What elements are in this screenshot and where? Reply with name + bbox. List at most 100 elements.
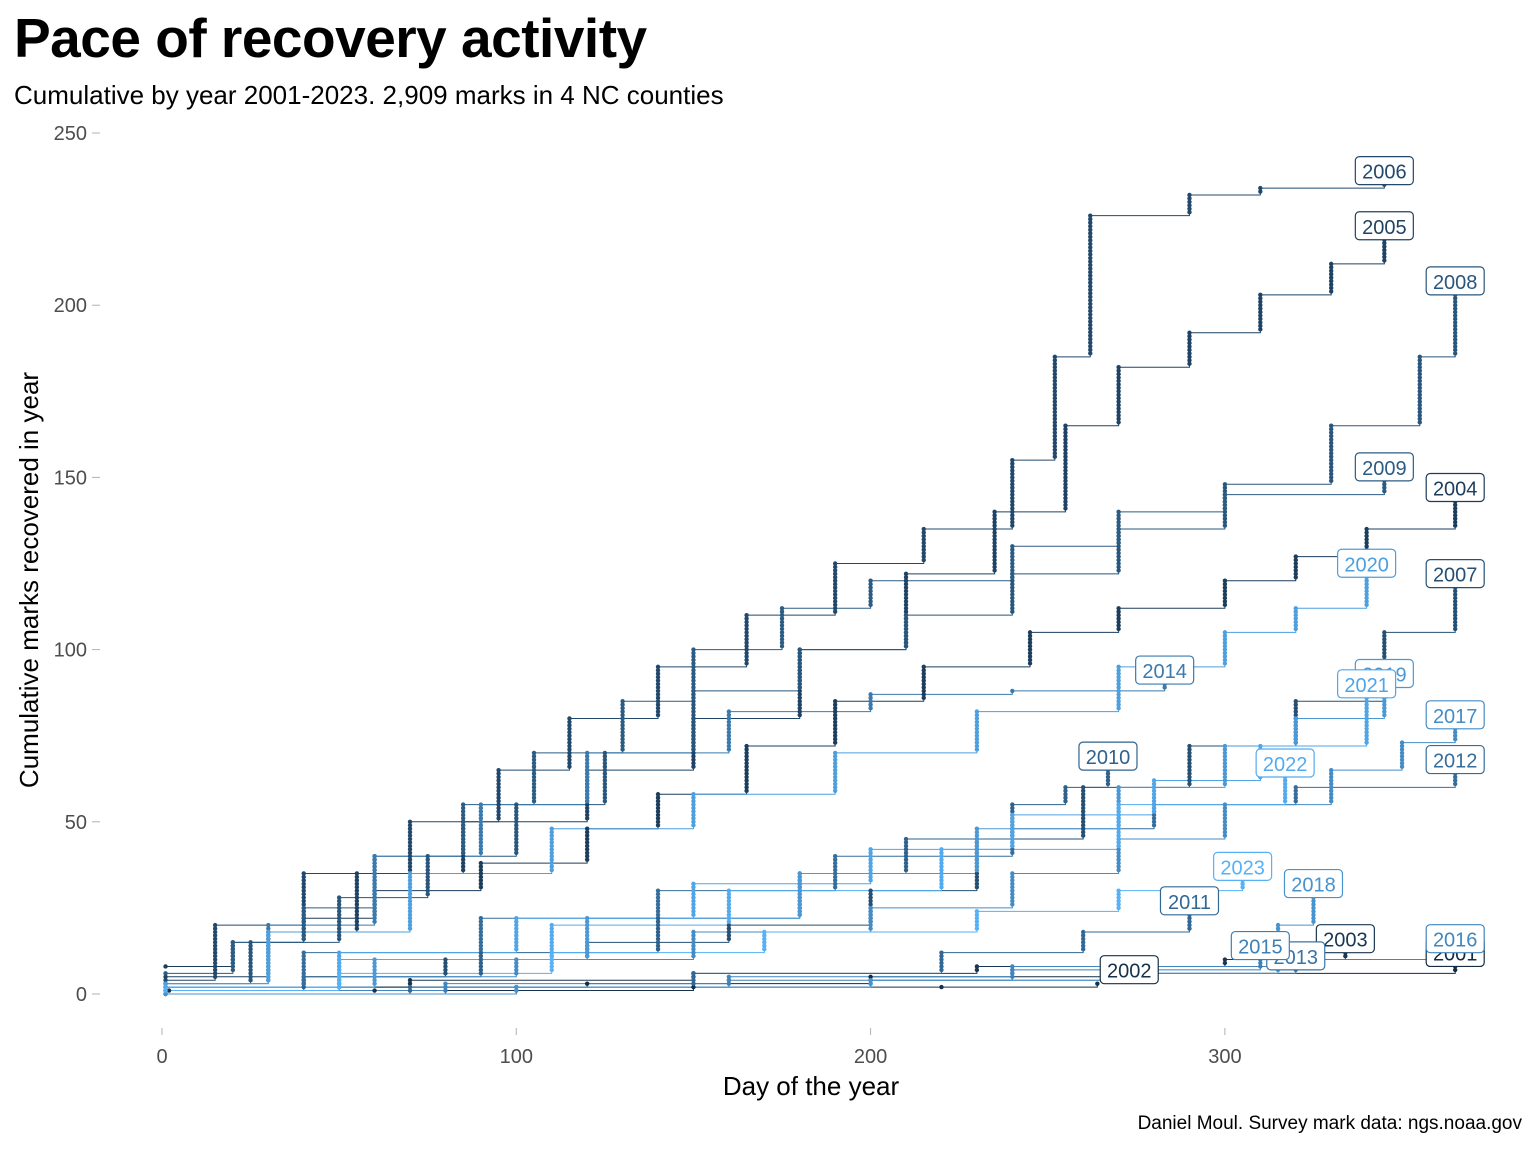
data-point-2008: [903, 630, 909, 635]
data-point-2007: [1080, 805, 1086, 811]
data-point-2014: [372, 909, 377, 914]
data-point-2014: [372, 854, 377, 859]
data-point-2010: [478, 967, 484, 973]
data-point-2005: [1063, 437, 1068, 442]
data-point-2006: [407, 826, 413, 831]
data-point-2004: [832, 736, 838, 742]
data-point-2006: [1052, 375, 1058, 380]
data-point-2021: [1010, 819, 1015, 824]
data-point-2006: [301, 895, 306, 900]
data-point-2009: [779, 612, 785, 618]
data-point-2019: [974, 867, 980, 873]
data-point-2014: [584, 774, 590, 780]
data-point-2006: [567, 740, 572, 745]
data-point-2017: [1222, 809, 1228, 814]
data-point-2006: [1052, 395, 1058, 401]
data-point-2008: [514, 847, 519, 852]
data-point-2005: [1382, 247, 1387, 253]
data-point-2005: [992, 519, 997, 525]
data-point-2007: [1187, 778, 1192, 783]
data-point-2008: [602, 774, 608, 780]
data-point-2016: [1010, 964, 1015, 969]
data-point-2021: [1364, 705, 1369, 711]
data-point-2009: [460, 843, 466, 849]
data-point-2014: [478, 809, 484, 814]
year-label-box: [1425, 266, 1485, 296]
data-point-2005: [354, 919, 360, 924]
data-point-2009: [531, 757, 537, 763]
data-point-2017: [1452, 730, 1458, 735]
data-point-2021: [691, 885, 696, 890]
data-point-2008: [602, 754, 608, 759]
data-point-2012: [655, 912, 661, 917]
data-point-2017: [1399, 754, 1405, 759]
data-point-2008: [514, 836, 519, 842]
data-point-2004: [478, 860, 484, 866]
data-point-2004: [1116, 623, 1121, 628]
data-point-2019: [1382, 712, 1387, 718]
data-point-2014: [584, 761, 590, 766]
data-point-2006: [407, 843, 413, 849]
data-point-2008: [1222, 523, 1228, 528]
data-point-2014: [726, 747, 732, 752]
data-point-2008: [1328, 464, 1334, 470]
data-point-2005: [1063, 447, 1068, 453]
data-point-2019: [372, 957, 377, 962]
data-point-2007: [443, 957, 448, 962]
data-point-2020: [549, 850, 554, 855]
data-point-2021: [1010, 816, 1015, 821]
data-point-2009: [620, 712, 625, 718]
data-point-2009: [620, 740, 625, 745]
data-point-2020: [832, 757, 838, 763]
data-point-2005: [1063, 464, 1068, 470]
data-point-2006: [496, 788, 501, 794]
data-point-2007: [1452, 602, 1458, 608]
data-point-2019: [584, 919, 590, 924]
data-point-2022: [1116, 805, 1121, 811]
data-point-2020: [691, 798, 696, 804]
data-point-2009: [460, 809, 466, 814]
data-point-2020: [1222, 640, 1228, 645]
data-point-2008: [602, 792, 608, 797]
data-point-2020: [974, 736, 980, 742]
data-point-2022: [549, 926, 554, 931]
data-point-2020: [407, 922, 413, 928]
data-point-2017: [1328, 767, 1334, 773]
data-point-2021: [1364, 723, 1369, 728]
data-point-2021: [1364, 719, 1369, 725]
data-point-2020: [1293, 609, 1298, 614]
data-point-2005: [354, 909, 360, 914]
data-point-2020: [1222, 654, 1228, 659]
data-point-2006: [1052, 430, 1058, 435]
data-point-2020: [691, 812, 696, 818]
data-point-2010: [655, 929, 661, 935]
x-tick-label: 0: [156, 1046, 167, 1068]
data-point-2005: [1187, 344, 1192, 349]
data-point-2006: [1187, 192, 1192, 198]
data-point-2008: [602, 750, 608, 756]
data-point-2008: [425, 860, 430, 866]
data-point-2010: [1063, 798, 1068, 804]
data-point-2014: [478, 843, 484, 849]
data-point-2004: [655, 812, 661, 818]
data-point-2007: [1187, 761, 1192, 766]
data-point-2007: [1187, 750, 1192, 756]
data-point-2006: [655, 664, 661, 670]
data-point-2004: [584, 847, 590, 852]
data-point-2005: [903, 588, 909, 594]
data-point-2008: [514, 816, 519, 821]
data-point-2005: [1063, 495, 1068, 501]
data-point-2005: [1328, 275, 1334, 280]
data-point-2023: [336, 971, 342, 976]
data-point-2008: [336, 895, 342, 900]
data-point-2019: [974, 826, 980, 831]
data-point-2006: [1088, 280, 1093, 285]
data-point-2004: [478, 864, 484, 869]
data-point-2005: [903, 581, 909, 587]
data-point-2020: [266, 929, 271, 935]
data-point-2006: [744, 650, 749, 656]
data-point-2004: [921, 674, 926, 680]
series-line-2011: [165, 914, 1190, 995]
data-point-2014: [1162, 685, 1167, 690]
data-point-2006: [744, 623, 749, 628]
